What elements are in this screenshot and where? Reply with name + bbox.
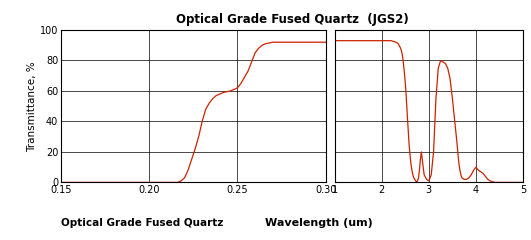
Text: Wavelength (um): Wavelength (um) [265, 218, 372, 228]
Text: Optical Grade Fused Quartz  (JGS2): Optical Grade Fused Quartz (JGS2) [176, 13, 408, 26]
Y-axis label: Transmittance, %: Transmittance, % [27, 61, 37, 151]
Text: Optical Grade Fused Quartz: Optical Grade Fused Quartz [61, 218, 224, 228]
